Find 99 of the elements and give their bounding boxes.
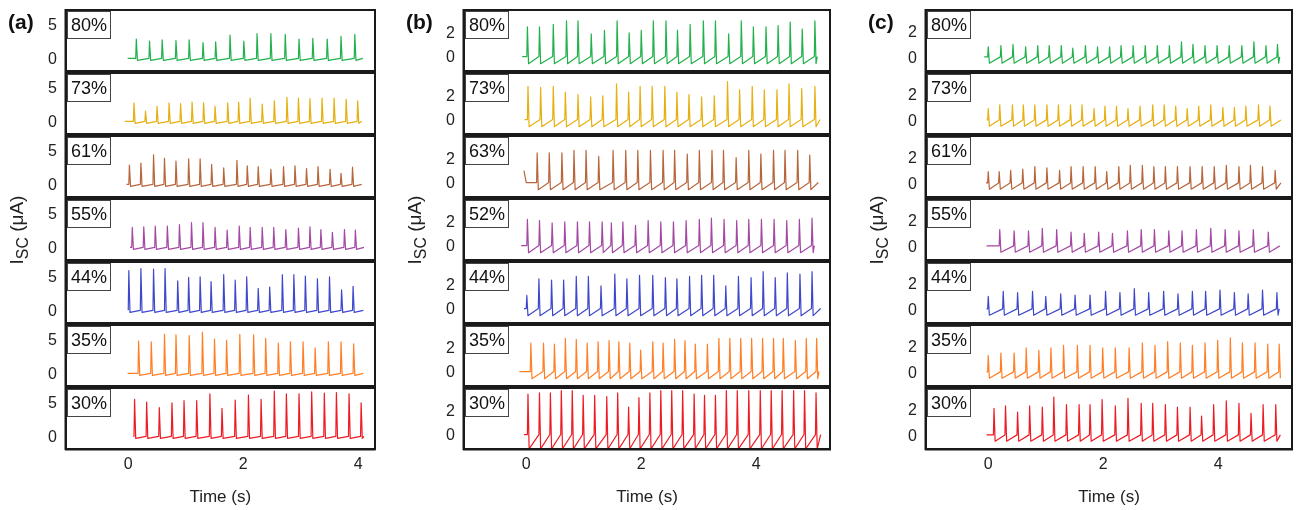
- x-tick-label: 4: [353, 455, 363, 473]
- annotation: 35%: [927, 326, 972, 354]
- y-tick-label: 0: [908, 300, 918, 318]
- line-series: [523, 149, 819, 191]
- y-tick-label: 2: [446, 276, 456, 294]
- y-tick-label: 2: [446, 24, 456, 42]
- line-series: [985, 227, 1281, 253]
- y-tick-label: 2: [908, 338, 918, 356]
- annotation: 61%: [927, 137, 972, 165]
- y-tick-label: 5: [48, 267, 58, 285]
- chart-title: (c): [868, 10, 894, 34]
- line-series: [125, 154, 363, 187]
- y-tick-label: 0: [908, 363, 918, 381]
- annotation: 73%: [465, 74, 510, 102]
- annotation: 30%: [465, 389, 510, 417]
- y-tick-label: 0: [908, 426, 918, 444]
- y-tick-label: 0: [48, 301, 58, 319]
- x-axis-title: Time (s): [616, 487, 678, 506]
- y-tick-label: 0: [48, 238, 58, 256]
- line-series: [985, 396, 1281, 442]
- y-tick-label: 2: [908, 23, 918, 41]
- y-tick-label: 5: [48, 78, 58, 96]
- annotation: 44%: [927, 263, 972, 291]
- x-axis-title: Time (s): [189, 487, 252, 506]
- line-series: [129, 222, 365, 250]
- line-series: [132, 390, 365, 439]
- y-tick-label: 0: [48, 49, 58, 67]
- chart-title: (b): [406, 10, 433, 34]
- annotation: 63%: [465, 137, 510, 165]
- line-series: [523, 271, 822, 317]
- y-tick-label: 2: [446, 150, 456, 168]
- y-tick-label: 5: [48, 141, 58, 159]
- x-axis-title: Time (s): [1078, 487, 1140, 506]
- x-tick-label: 0: [123, 455, 133, 473]
- y-tick-label: 2: [446, 213, 456, 231]
- annotation: 44%: [67, 263, 112, 291]
- y-tick-label: 2: [908, 212, 918, 230]
- y-tick-label: 0: [908, 48, 918, 66]
- x-tick-label: 2: [1098, 455, 1108, 473]
- line-series: [983, 41, 1281, 64]
- y-tick-label: 2: [908, 149, 918, 167]
- y-tick-label: 5: [48, 330, 58, 348]
- line-series: [127, 331, 365, 376]
- y-tick-label: 5: [48, 204, 58, 222]
- x-tick-label: 2: [636, 455, 646, 473]
- x-tick-label: 4: [1213, 455, 1223, 473]
- y-tick-label: 0: [48, 427, 58, 445]
- line-series: [518, 337, 820, 380]
- line-series: [127, 33, 364, 61]
- line-series: [985, 104, 1282, 127]
- annotation: 73%: [927, 74, 972, 102]
- y-tick-label: 0: [446, 237, 456, 255]
- y-tick-label: 0: [908, 237, 918, 255]
- annotation: 55%: [67, 200, 112, 228]
- y-tick-label: 2: [908, 86, 918, 104]
- line-series: [523, 389, 822, 450]
- annotation: 35%: [67, 326, 112, 354]
- annotation: 61%: [67, 137, 112, 165]
- y-tick-label: 5: [48, 15, 58, 33]
- annotation: 55%: [927, 200, 972, 228]
- y-tick-label: 5: [48, 393, 58, 411]
- y-tick-label: 0: [446, 174, 456, 192]
- y-tick-label: 2: [446, 402, 456, 420]
- chart-title: (a): [8, 10, 34, 34]
- annotation: 73%: [67, 74, 112, 102]
- annotation: 44%: [465, 263, 510, 291]
- line-series: [523, 80, 821, 128]
- line-series: [127, 267, 365, 313]
- y-tick-label: 2: [446, 339, 456, 357]
- annotation: 30%: [67, 389, 112, 417]
- y-tick-label: 0: [908, 111, 918, 129]
- annotation: 80%: [67, 11, 112, 39]
- y-tick-label: 2: [908, 275, 918, 293]
- y-tick-label: 2: [446, 87, 456, 105]
- annotation: 52%: [465, 200, 510, 228]
- annotation: 30%: [927, 389, 972, 417]
- line-series: [985, 337, 1281, 379]
- line-series: [124, 96, 363, 124]
- y-tick-label: 0: [446, 111, 456, 129]
- y-tick-label: 0: [48, 364, 58, 382]
- y-tick-label: 0: [48, 112, 58, 130]
- annotation: 35%: [465, 326, 510, 354]
- annotation: 80%: [465, 11, 510, 39]
- y-tick-label: 0: [908, 174, 918, 192]
- y-tick-label: 2: [908, 401, 918, 419]
- line-series: [985, 288, 1280, 316]
- line-series: [521, 20, 818, 65]
- y-tick-label: 0: [446, 48, 456, 66]
- x-tick-label: 0: [521, 455, 531, 473]
- y-tick-label: 0: [446, 363, 456, 381]
- line-series: [985, 164, 1282, 190]
- y-tick-label: 0: [48, 175, 58, 193]
- x-tick-label: 4: [751, 455, 761, 473]
- y-tick-label: 0: [446, 426, 456, 444]
- annotation: 80%: [927, 11, 972, 39]
- x-tick-label: 2: [238, 455, 248, 473]
- y-tick-label: 0: [446, 300, 456, 318]
- line-series: [520, 217, 815, 254]
- x-tick-label: 0: [983, 455, 993, 473]
